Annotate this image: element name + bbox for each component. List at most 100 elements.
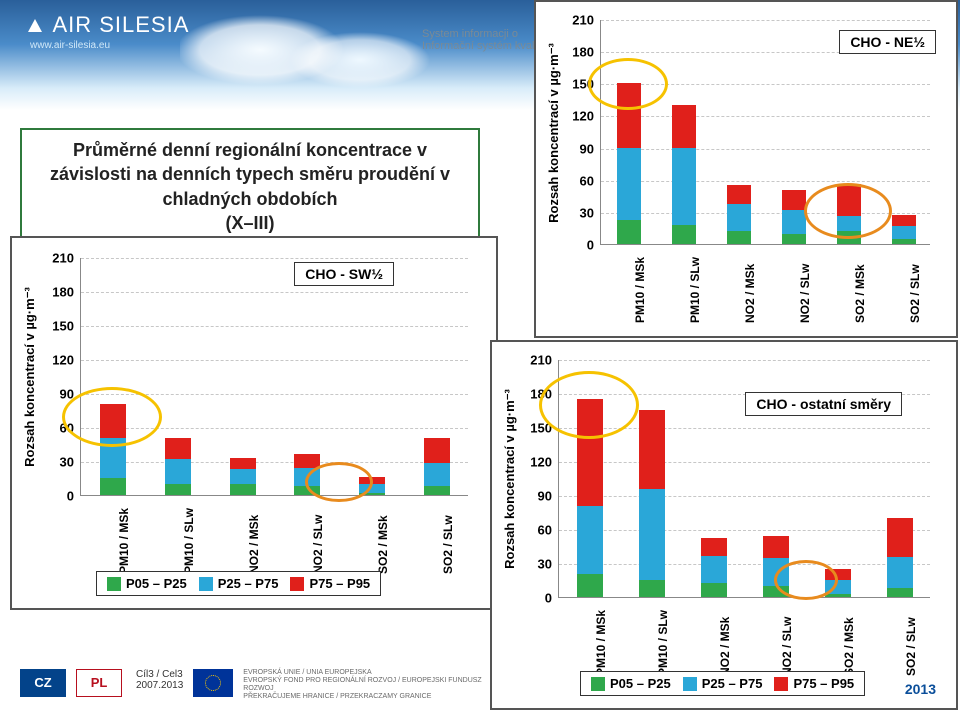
ytick: 180 [522,387,552,402]
chart-other: Rozsah koncentrací v µg·m⁻³ 0 30 60 90 120 150… [490,340,958,710]
ytick: 150 [522,421,552,436]
bar [701,538,727,597]
eu-flag-icon [193,669,233,697]
bar [837,184,861,244]
footer-cil: Cíl3 / Cel32007.2013 [136,669,183,691]
footer-eu-text: EVROPSKÁ UNIE / UNIA EUROPEJSKAEVROPSKÝ … [243,669,513,701]
ytick: 150 [564,77,594,92]
ytick: 120 [522,455,552,470]
header-right-line1: System informacji o [422,28,540,40]
xlabel: PM10 / SLw [656,610,670,676]
bar [887,518,913,597]
ytick: 30 [522,557,552,572]
legend-label: P75 – P95 [309,576,370,591]
legend-item: P75 – P95 [774,676,854,691]
xlabel: SO2 / MSk [842,617,856,676]
xlabel: SO2 / MSk [853,264,867,323]
legend-swatch [199,577,213,591]
xlabel: NO2 / MSk [743,264,757,323]
xlabel: SO2 / SLw [441,515,455,574]
bar [763,536,789,597]
xlabel: SO2 / SLw [908,264,922,323]
ytick: 60 [44,421,74,436]
legend-label: P75 – P95 [793,676,854,691]
bar [230,458,256,495]
legend-label: P05 – P25 [610,676,671,691]
logo-url: www.air-silesia.eu [30,40,189,51]
bar [782,190,806,244]
xlabel: NO2 / MSk [247,515,261,574]
bar [672,105,696,244]
bar [892,215,916,244]
legend-item: P25 – P75 [199,576,279,591]
bar [424,438,450,495]
xlabel: PM10 / MSk [633,257,647,323]
footer-pl: PL [76,669,122,697]
ytick: 90 [522,489,552,504]
legend: P05 – P25 P25 – P75 P75 – P95 [96,571,381,596]
header-right: System informacji o Informační systém kv… [422,28,540,52]
bar [165,438,191,495]
ytick: 60 [564,173,594,188]
year-label: 2013 [905,681,936,697]
chart-title: CHO - SW½ [294,262,394,286]
xlabel: PM10 / MSk [117,508,131,574]
legend: P05 – P25 P25 – P75 P75 – P95 [580,671,865,696]
bar [100,404,126,495]
chart-sw: Rozsah koncentrací v µg·m⁻³0306090120150… [10,236,498,610]
legend-item: P25 – P75 [683,676,763,691]
legend-item: P05 – P25 [107,576,187,591]
xlabel: SO2 / SLw [904,617,918,676]
ytick: 120 [564,109,594,124]
legend-label: P05 – P25 [126,576,187,591]
header-right-line2: Informační systém kvalit [422,40,540,52]
bar [577,399,603,597]
bar [617,83,641,244]
legend-label: P25 – P75 [702,676,763,691]
xlabel: NO2 / SLw [798,264,812,323]
legend-label: P25 – P75 [218,576,279,591]
ytick: 30 [564,205,594,220]
ytick: 210 [44,251,74,266]
ytick: 120 [44,353,74,368]
xlabel: SO2 / MSk [376,515,390,574]
ytick: 90 [44,387,74,402]
xlabel: NO2 / SLw [311,515,325,574]
ytick: 210 [522,353,552,368]
xlabel: PM10 / SLw [688,257,702,323]
xlabel: PM10 / MSk [594,610,608,676]
header-cloud [180,10,460,100]
ytick: 90 [564,141,594,156]
legend-swatch [683,677,697,691]
footer: CZ PL Cíl3 / Cel32007.2013 EVROPSKÁ UNIE… [20,669,513,701]
chart-title: CHO - ostatní směry [745,392,902,416]
ytick: 60 [522,523,552,538]
caption-box: Průměrné denní regionální koncentrace v … [20,128,480,245]
ytick: 180 [44,285,74,300]
ytick: 150 [44,319,74,334]
ytick: 210 [564,13,594,28]
ytick: 0 [564,238,594,253]
chart-title: CHO - NE½ [839,30,936,54]
legend-item: P75 – P95 [290,576,370,591]
y-axis-label: Rozsah koncentrací v µg·m⁻³ [546,43,562,223]
y-axis-label: Rozsah koncentrací v µg·m⁻³ [22,287,38,467]
legend-item: P05 – P25 [591,676,671,691]
ytick: 0 [522,591,552,606]
y-axis-label: Rozsah koncentrací v µg·m⁻³ [502,389,518,569]
bar [639,410,665,597]
bar [359,477,385,495]
ytick: 180 [564,45,594,60]
logo-triangle-icon [28,19,42,32]
xlabel: NO2 / SLw [780,617,794,676]
bar [294,454,320,495]
bar [727,185,751,244]
xlabel: NO2 / MSk [718,617,732,676]
legend-swatch [107,577,121,591]
chart-ne: Rozsah koncentrací v µg·m⁻³0 30 60 90 120 150… [534,0,958,338]
legend-swatch [591,677,605,691]
legend-swatch [774,677,788,691]
footer-cz: CZ [20,669,66,697]
logo-block: AIR SILESIA www.air-silesia.eu [28,12,189,51]
bar [825,569,851,597]
